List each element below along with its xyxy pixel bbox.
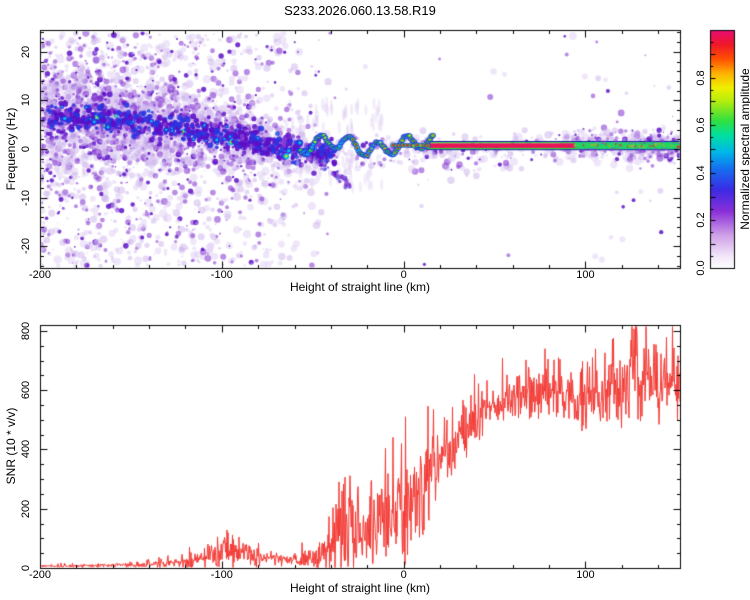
bottom-x-tick-label: -200 [28,569,52,581]
bottom-y-tick-label: 0 [20,564,32,572]
top-x-tick-label: -100 [210,269,233,281]
top-y-tick-label: 20 [20,45,32,58]
bottom-x-tick-label: -100 [210,569,233,581]
bottom-y-tick-label: 400 [20,440,32,459]
bottom-x-tick-label: 100 [576,569,595,581]
bottom-x-tick-label: 0 [400,569,407,581]
top-x-axis-title: Height of straight line (km) [289,280,431,294]
top-y-tick-label: 10 [20,94,32,107]
top-x-tick-label: 100 [576,269,595,281]
top-y-tick-label: -10 [20,189,32,206]
bottom-x-axis-title: Height of straight line (km) [289,581,431,595]
colorbar-tick-label: 0.0 [695,260,707,276]
colorbar-tick-label: 0.2 [695,212,707,229]
top-y-tick-label: 0 [20,145,32,153]
colorbar-tick-label: 0.6 [695,117,707,133]
colorbar-tick-label: 0.8 [695,69,707,86]
bottom-y-tick-label: 800 [20,321,32,341]
top-y-axis-title: Frequency (Hz) [4,107,18,191]
figure-title: S233.2026.060.13.58.R19 [284,3,436,18]
bottom-y-tick-label: 200 [20,499,32,518]
colorbar-tick-label: 0.4 [695,165,707,181]
top-y-tick-label: -20 [20,238,32,255]
top-x-tick-label: -200 [28,269,52,281]
bottom-y-tick-label: 600 [20,381,32,400]
colorbar-title: Normalized spectral amplitude [738,68,750,230]
bottom-y-axis-title: SNR (10 * v/v) [4,407,18,485]
top-x-tick-label: 0 [400,269,407,281]
